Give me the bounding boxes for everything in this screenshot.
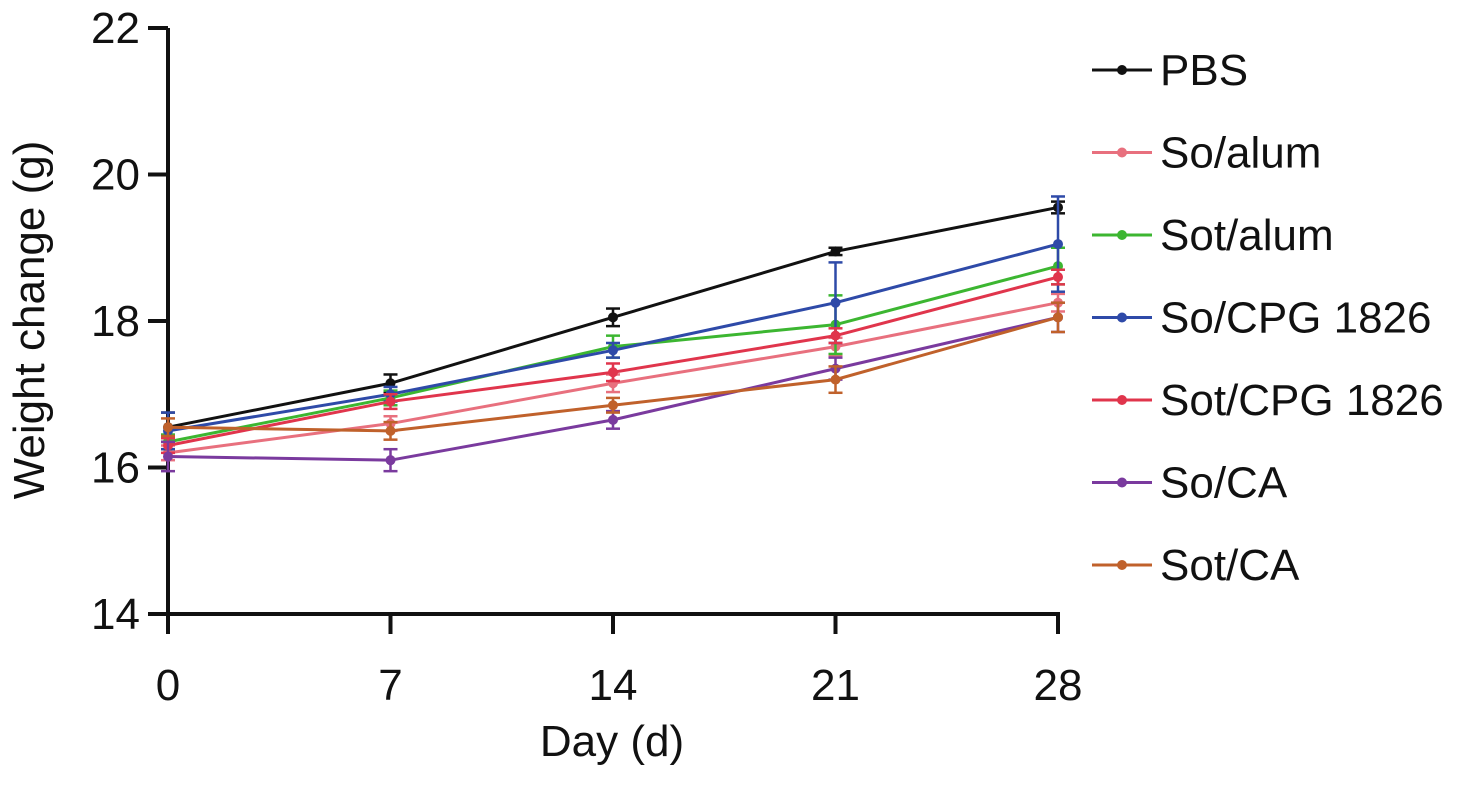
y-axis-title: Weight change (g) [5, 141, 54, 500]
y-tick-label: 22 [91, 4, 140, 53]
data-point [608, 414, 618, 425]
y-tick-label: 20 [91, 151, 140, 200]
y-tick-label: 18 [91, 297, 140, 346]
legend-swatch-marker [1117, 477, 1127, 488]
data-point [830, 297, 841, 308]
y-tick-label: 16 [91, 444, 140, 493]
data-point [608, 367, 618, 378]
data-point [830, 330, 841, 341]
series-so-cpg-1826 [161, 195, 1065, 451]
data-point [830, 246, 841, 257]
y-tick-label: 14 [91, 590, 140, 639]
series-sot-cpg-1826 [161, 268, 1065, 455]
data-point [385, 396, 396, 407]
legend-swatch-marker [1117, 65, 1127, 75]
legend-item: So/alum [1092, 129, 1321, 178]
series-sot-ca [161, 301, 1065, 441]
data-point [1053, 272, 1063, 283]
legend-label: Sot/CPG 1826 [1160, 376, 1444, 425]
legend-swatch-marker [1117, 395, 1127, 405]
x-axis-title: Day (d) [540, 717, 684, 766]
legend-item: Sot/alum [1092, 211, 1334, 260]
legend-label: PBS [1160, 46, 1248, 95]
legend-swatch-marker [1117, 312, 1127, 323]
legend-label: So/CPG 1826 [1160, 294, 1432, 343]
legend-item: So/CPG 1826 [1092, 294, 1432, 343]
legend-label: Sot/alum [1160, 211, 1334, 260]
data-point [608, 345, 618, 356]
legend-item: Sot/CA [1092, 541, 1300, 590]
x-tick-label: 21 [811, 661, 860, 710]
data-point [385, 455, 396, 466]
data-point [163, 451, 173, 462]
x-tick-label: 14 [589, 661, 638, 710]
legend-item: So/CA [1092, 459, 1288, 508]
legend-swatch-marker [1117, 560, 1127, 570]
legend-label: So/alum [1160, 129, 1321, 178]
data-point [608, 400, 618, 411]
legend-swatch-marker [1117, 230, 1127, 240]
data-point [1053, 312, 1063, 323]
x-tick-label: 7 [378, 661, 402, 710]
axes: 14 16 18 20 22 0 7 14 21 28 [91, 4, 1082, 710]
data-point [1053, 239, 1063, 250]
data-point [163, 422, 173, 433]
legend-swatch-marker [1117, 147, 1127, 158]
data-point [608, 312, 618, 323]
series-group [161, 195, 1065, 473]
data-point [830, 374, 841, 385]
legend-item: PBS [1092, 46, 1248, 95]
legend-item: Sot/CPG 1826 [1092, 376, 1444, 425]
x-tick-label: 0 [156, 661, 180, 710]
x-tick-label: 28 [1034, 661, 1083, 710]
legend-label: Sot/CA [1160, 541, 1300, 590]
legend-label: So/CA [1160, 459, 1288, 508]
data-point [385, 425, 396, 436]
legend: PBS So/alum Sot/alum So/CPG 1826 Sot/CPG 182… [1092, 46, 1444, 590]
